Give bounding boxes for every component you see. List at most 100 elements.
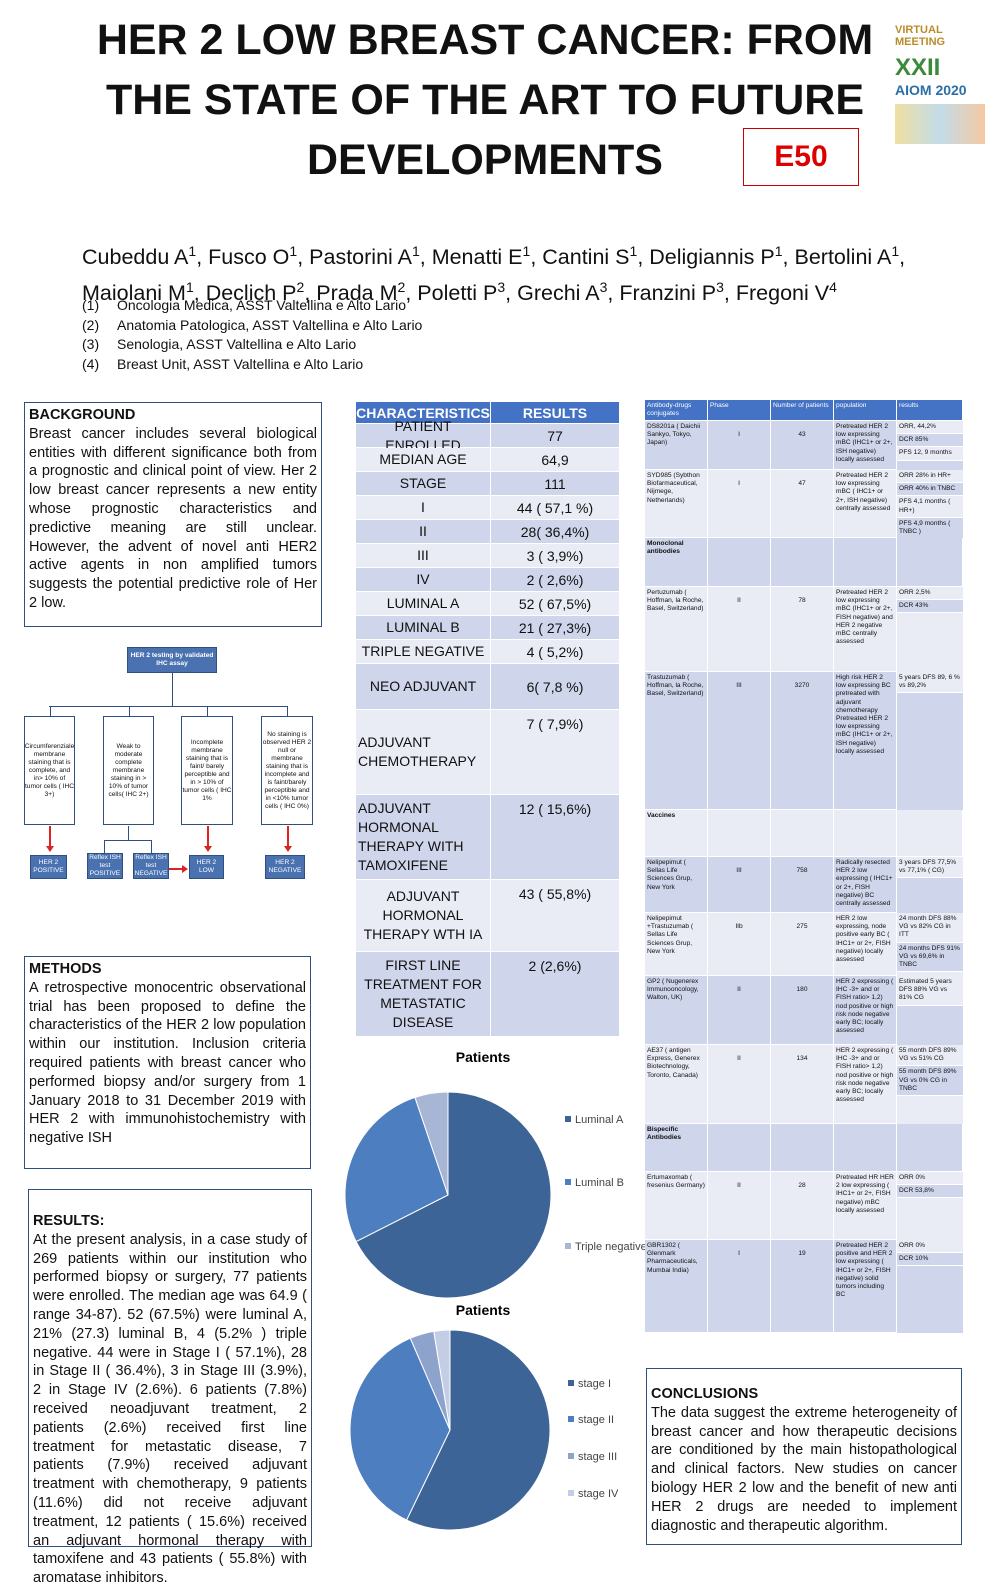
table-cell: II: [708, 587, 771, 672]
result-item: 24 month DFS 88% VG vs 82% CG in ITT: [897, 913, 963, 943]
affiliation-number: (1): [82, 297, 100, 313]
author-affiliation: 3: [599, 279, 608, 296]
pie-slice: [414, 1091, 449, 1196]
table-cell: [708, 810, 771, 857]
table-cell: Pretreated HER 2 low expressing mBC ( IH…: [834, 470, 897, 538]
author: Franzini P3: [619, 279, 724, 305]
section-title: RESULTS:: [33, 1213, 105, 1229]
table-cell: DS8201a ( Daichii Sankyo, Tokyo, Japan): [645, 421, 708, 470]
table-cell: III: [356, 544, 491, 568]
logo-text: XXII: [895, 54, 941, 81]
results-cell: 55 month DFS 89% VG vs 51% CG 55 month DF…: [897, 1045, 963, 1124]
table-cell: [771, 538, 834, 587]
author: Menatti E1: [431, 243, 531, 270]
author-name: Pastorini A: [309, 245, 412, 270]
table-cell: 111: [491, 472, 620, 496]
table-cell: MEDIAN AGE: [356, 448, 491, 472]
table-cell: ADJUVANT CHEMOTHERAPY: [356, 710, 491, 795]
result-item: DCR 10%: [897, 1253, 963, 1267]
table-cell: 758: [771, 857, 834, 913]
result-item: ORR 0%: [897, 1240, 963, 1254]
pie-slice: [433, 1329, 451, 1431]
table-cell: TRIPLE NEGATIVE: [356, 640, 491, 664]
table-cell: SYD985 (Sybthon Biofarmaceutical, Nijmeg…: [645, 470, 708, 538]
legend-swatch: [568, 1416, 574, 1422]
table-cell: IV: [356, 568, 491, 592]
author-affiliation: 1: [188, 243, 197, 259]
author-name: Fusco O: [208, 245, 290, 270]
table-cell: [708, 538, 771, 587]
author-name: Deligiannis P: [649, 245, 775, 270]
table-cell: I: [708, 470, 771, 538]
legend-swatch: [568, 1453, 574, 1459]
table-cell: GP2 ( Nugenerex Immunooncology, Walton, …: [645, 976, 708, 1045]
author-affiliation: 2: [296, 279, 305, 296]
result-item: ORR, 44,2%: [897, 421, 963, 435]
author-name: Grechi A: [517, 281, 600, 306]
table-cell: 3 ( 3,9%): [491, 544, 620, 568]
flow-criterion: Incomplete membrane staining that is fai…: [181, 716, 233, 825]
affiliation-text: Oncologia Medica, ASST Valtellina e Alto…: [117, 297, 406, 313]
poster-title: HER 2 LOW BREAST CANCER: FROM THE STATE …: [96, 16, 874, 184]
table-header: RESULTS: [491, 402, 620, 424]
affiliation: (3) Senologia, ASST Valtellina e Alto Lar…: [82, 335, 582, 355]
affiliation-text: Senologia, ASST Valtellina e Alto Lario: [117, 336, 357, 352]
legend-label: stage II: [578, 1414, 614, 1426]
flow-criterion: No staining is observed HER 2 null or me…: [261, 716, 313, 825]
table-header: CHARACTERISTICS: [356, 402, 491, 424]
section-text: Breast cancer includes several biologica…: [29, 425, 317, 611]
legend-swatch: [568, 1380, 574, 1386]
result-item: ORR 28% in HR+: [897, 470, 963, 484]
table-cell: II: [708, 1172, 771, 1240]
table-cell: 78: [771, 587, 834, 672]
connector: [287, 706, 288, 716]
section-title: CONCLUSIONS: [651, 1386, 759, 1402]
table-cell: Pretreated HER 2 positive and HER 2 low …: [834, 1240, 897, 1333]
table-cell: III: [708, 857, 771, 913]
table-cell: 6( 7,8 %): [491, 664, 620, 710]
author-affiliation: 1: [774, 243, 783, 259]
result-item: DCR 53,8%: [897, 1185, 963, 1199]
arrow-head: [284, 846, 292, 852]
table-cell: ADJUVANT HORMONAL THERAPY WITH TAMOXIFEN…: [356, 795, 491, 880]
results-cell: 5 years DFS 89, 6 % vs 89,2%: [897, 672, 963, 810]
results-cell: Estimated 5 years DFS 88% VG vs 81% CG: [897, 976, 963, 1045]
result-item: 55 month DFS 89% VG vs 0% CG in TNBC: [897, 1066, 963, 1097]
connector: [104, 840, 152, 841]
table-cell: [897, 538, 963, 587]
affiliation-number: (4): [82, 355, 100, 372]
legend-swatch: [565, 1179, 571, 1185]
table-cell: [834, 538, 897, 587]
arrow-head: [182, 865, 188, 873]
connector: [207, 826, 209, 848]
results-box: RESULTS: At the present analysis, in a c…: [28, 1189, 312, 1586]
table-cell: HER 2 expressing ( IHC -3+ and or FISH r…: [834, 1045, 897, 1124]
result-item: ORR 0%: [897, 1172, 963, 1186]
table-cell: Pertuzumab ( Hoffman, la Roche, Basel, S…: [645, 587, 708, 672]
logo-art: [895, 104, 985, 144]
result-item: PFS 4,9 months ( TNBC ): [897, 517, 963, 540]
table-cell: AE37 ( antigen Express, Generex Biotechn…: [645, 1045, 708, 1124]
flow-outcome: Reflex ISH test POSITIVE: [87, 853, 123, 879]
pie-slice: [344, 1096, 449, 1243]
section-row: Bispecific Antibodies: [645, 1124, 708, 1172]
flow-criterion: Circumferenziale membrane staining that …: [24, 716, 75, 825]
table-cell: Pretreated HER 2 low expressing mBC (IHC…: [834, 587, 897, 672]
author-affiliation: 1: [411, 243, 420, 259]
author-name: Menatti E: [431, 245, 523, 270]
table-header: Phase: [708, 400, 771, 421]
connector: [287, 826, 289, 848]
author-name: Declich P: [205, 281, 297, 306]
table-cell: Nelipepimut ( Sellas Life Sciences Grup,…: [645, 857, 708, 913]
table-cell: 52 ( 67,5%): [491, 592, 620, 616]
charts: Patients Luminal A Luminal B Triple negativ…: [344, 1049, 645, 1531]
author-affiliation: 1: [522, 243, 531, 259]
pie-slice: [355, 1091, 552, 1299]
chart-title: Patients: [456, 1049, 511, 1065]
table-header: population: [834, 400, 897, 421]
author: Cubeddu A1: [82, 243, 197, 269]
table-cell: 21 ( 27,3%): [491, 616, 620, 640]
author-name: Prada M: [316, 281, 398, 306]
connector: [172, 673, 173, 706]
table-cell: NEO ADJUVANT: [356, 664, 491, 710]
